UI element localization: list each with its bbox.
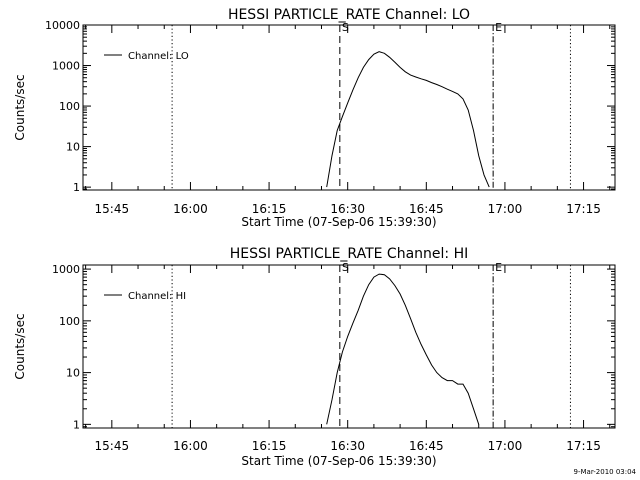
x-tick-label: 17:00 xyxy=(488,439,523,453)
y-tick-label: 1000 xyxy=(52,60,80,73)
x-tick-label: 17:00 xyxy=(488,202,523,216)
y-tick-label: 1 xyxy=(73,418,80,431)
x-tick-label: 15:45 xyxy=(95,439,130,453)
y-tick-label: 1000 xyxy=(52,263,80,276)
x-tick-label: 16:15 xyxy=(252,202,287,216)
y-tick-label: 100 xyxy=(59,100,80,113)
y-tick-label: 100 xyxy=(59,315,80,328)
series-line xyxy=(326,51,490,188)
series-line xyxy=(326,273,480,425)
legend-label: Channel: LO xyxy=(128,51,189,62)
x-tick-label: 16:15 xyxy=(252,439,287,453)
x-tick-label: 16:30 xyxy=(330,439,365,453)
chart-panel-lo: HESSI PARTICLE_RATE Channel: LO 1 10 100 100… xyxy=(13,7,616,229)
legend-label: Channel: HI xyxy=(128,291,186,302)
chart-panel-hi: HESSI PARTICLE_RATE Channel: HI 1 10 100 100… xyxy=(13,246,616,468)
time-marker-label: S xyxy=(342,261,349,274)
x-axis-label: Start Time (07-Sep-06 15:39:30) xyxy=(241,454,436,468)
chart-title: HESSI PARTICLE_RATE Channel: HI xyxy=(230,246,468,262)
y-tick-label: 10 xyxy=(66,141,80,154)
x-tick-label: 16:45 xyxy=(409,439,444,453)
chart-title: HESSI PARTICLE_RATE Channel: LO xyxy=(228,7,470,23)
time-marker-label: S xyxy=(342,21,349,34)
plot-frame xyxy=(82,264,616,429)
plot-timestamp: 9-Mar-2010 03:04 xyxy=(574,468,637,476)
y-tick-label: 1 xyxy=(73,181,80,194)
plot-frame xyxy=(82,24,616,191)
x-tick-label: 16:45 xyxy=(409,202,444,216)
x-tick-label: 16:00 xyxy=(173,202,208,216)
time-marker-label: E xyxy=(495,21,502,34)
x-tick-label: 16:30 xyxy=(330,202,365,216)
y-tick-label: 10000 xyxy=(45,19,80,32)
x-tick-label: 17:15 xyxy=(566,439,601,453)
time-marker-label: E xyxy=(495,261,502,274)
y-axis-label: Counts/sec xyxy=(13,74,27,140)
x-tick-label: 17:15 xyxy=(566,202,601,216)
y-axis-label: Counts/sec xyxy=(13,313,27,379)
y-tick-label: 10 xyxy=(66,367,80,380)
x-axis-label: Start Time (07-Sep-06 15:39:30) xyxy=(241,215,436,229)
x-tick-label: 16:00 xyxy=(173,439,208,453)
x-tick-label: 15:45 xyxy=(95,202,130,216)
